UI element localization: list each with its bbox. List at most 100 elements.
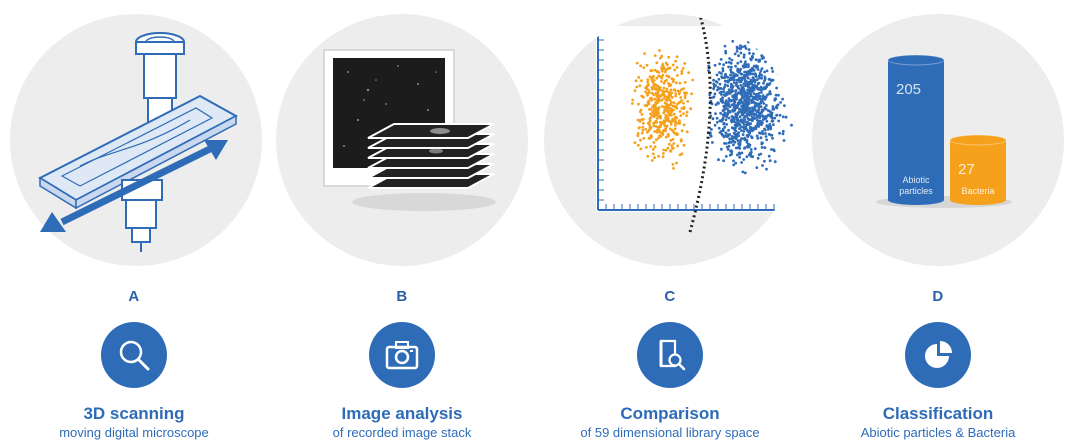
scatter-point: [658, 49, 661, 52]
scatter-point: [657, 74, 660, 78]
step-subtitle: Abiotic particles & Bacteria: [860, 425, 1016, 440]
scatter-point: [732, 78, 736, 82]
scatter-point: [784, 115, 788, 119]
scatter-point: [660, 105, 664, 108]
scatter-point: [743, 111, 747, 114]
scatter-point: [760, 110, 764, 114]
scatter-point: [734, 89, 738, 92]
scatter-point: [672, 146, 675, 150]
scatter-point: [775, 113, 779, 117]
scatter-point: [753, 147, 757, 151]
scatter-point: [737, 46, 741, 50]
scatter-point: [758, 131, 761, 135]
scatter-point: [765, 69, 769, 73]
scatter-point: [709, 114, 713, 118]
scatter-point: [757, 111, 761, 114]
scatter-point: [713, 92, 717, 96]
scatter-point: [774, 93, 778, 97]
scatter-point: [781, 129, 785, 133]
scatter-point: [660, 80, 663, 83]
scatter-point: [655, 70, 659, 73]
scatter-point: [642, 66, 646, 69]
scatter-point: [714, 84, 717, 87]
scatter-point: [685, 114, 688, 118]
scatter-point: [770, 120, 774, 123]
scatter-point: [771, 70, 775, 73]
scatter-point: [749, 88, 753, 91]
scatter-point: [724, 142, 728, 145]
scatter-point: [735, 97, 738, 101]
scatter-point: [725, 80, 729, 83]
scatter-point: [760, 54, 764, 58]
scatter-point: [748, 131, 752, 135]
scatter-point: [754, 127, 758, 131]
scatter-point: [719, 111, 722, 115]
scatter-point: [662, 86, 666, 90]
scatter-point: [725, 145, 729, 149]
scatter-point: [635, 61, 639, 65]
scatter-point: [654, 125, 658, 128]
scatter-point: [739, 51, 743, 55]
scatter-point: [773, 116, 777, 120]
scatter-point: [666, 146, 670, 150]
scatter-point: [746, 112, 749, 116]
scatter-point: [681, 67, 685, 70]
scatter-point: [739, 60, 743, 63]
scatter-point: [732, 81, 736, 84]
scatter-point: [646, 84, 649, 87]
scatter-point: [709, 133, 712, 137]
scatter-point: [728, 105, 732, 109]
scatter-point: [760, 146, 764, 149]
scatter-point: [659, 95, 662, 98]
panel-b: B Image analysis of recorded image stack: [268, 0, 536, 445]
scatter-point: [740, 76, 743, 80]
scatter-point: [755, 116, 759, 119]
scatter-point: [645, 63, 649, 67]
scatter-point: [747, 40, 750, 44]
scatter-point: [769, 127, 773, 131]
scatter-point: [768, 110, 772, 113]
scatter-point: [655, 111, 658, 115]
scatter-point: [677, 119, 681, 122]
bar-category-label: particles: [899, 186, 933, 196]
image-stack-layers: [367, 123, 495, 189]
scatter-point: [747, 118, 751, 122]
scatter-point: [671, 163, 675, 166]
scatter-point: [673, 127, 677, 131]
scatter-point: [744, 65, 748, 69]
scatter-point: [744, 60, 747, 64]
scatter-point: [763, 146, 767, 150]
scatter-point: [760, 74, 764, 77]
scatter-point: [713, 123, 717, 127]
scatter-point: [742, 130, 746, 133]
scatter-point: [764, 60, 767, 64]
scatter-point: [753, 72, 757, 75]
scatter-point: [641, 125, 645, 129]
step-subtitle: moving digital microscope: [59, 425, 209, 440]
scatter-point: [636, 134, 640, 138]
scatter-point: [763, 115, 767, 118]
scatter-point: [682, 143, 686, 147]
scatter-point: [760, 98, 764, 101]
scatter-point: [771, 105, 775, 108]
scatter-point: [742, 101, 745, 104]
scatter-point: [769, 78, 772, 82]
scatter-point: [664, 127, 668, 131]
scatter-point: [639, 147, 643, 151]
scatter-point: [721, 69, 725, 73]
scatter-point: [745, 108, 749, 111]
scatter-point: [656, 87, 659, 91]
scatter-point: [761, 121, 764, 125]
scatter-point: [754, 95, 758, 99]
scatter-point: [657, 136, 660, 140]
scatter-point: [750, 55, 754, 58]
scatter-point: [665, 87, 669, 91]
scatter-point: [751, 155, 755, 159]
scatter-point: [757, 106, 761, 109]
scatter-point: [720, 132, 724, 136]
scatter-point: [639, 138, 642, 142]
scatter-point: [672, 101, 676, 104]
scatter-point: [781, 97, 784, 101]
scatter-point: [680, 99, 683, 102]
